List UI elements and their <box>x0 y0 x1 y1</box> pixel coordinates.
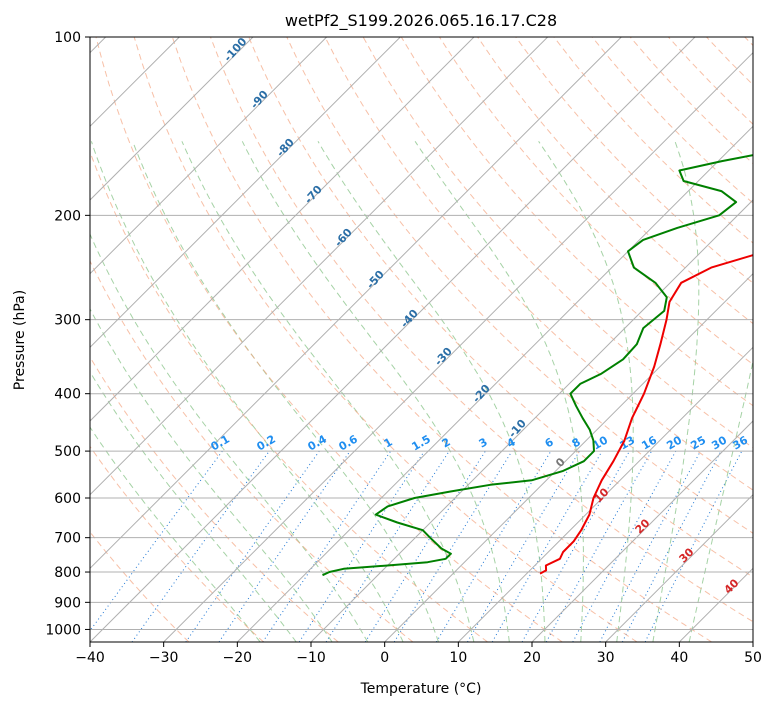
isotherm-line <box>90 37 254 201</box>
x-tick-label: −30 <box>149 650 179 666</box>
y-tick-label: 200 <box>54 208 81 224</box>
temperature-profile-line <box>539 254 753 575</box>
isotherm-line <box>163 51 753 642</box>
plot-area: 0.1 0.2 0.4 0.6 1 1.5 2 3 4 6 8 10 13 16 20 25 30 36-100-… <box>90 37 753 642</box>
mixing-ratio-lines <box>90 450 743 642</box>
y-tick-label: 900 <box>54 595 81 611</box>
dry-adiabat <box>210 37 753 623</box>
isotherm-line <box>90 37 696 642</box>
mixing-ratio-line <box>572 450 677 642</box>
x-tick-label: −40 <box>75 650 105 666</box>
y-tick-label: 500 <box>54 444 81 460</box>
x-tick-label: 0 <box>380 650 389 666</box>
chart-title: wetPf2_S199.2026.065.16.17.C28 <box>285 11 557 31</box>
y-tick-label: 1000 <box>45 622 81 638</box>
y-axis: 100 200 300 400 500 600 700 800 900 1000 <box>45 30 90 638</box>
dry-adiabat <box>324 37 753 491</box>
x-tick-label: 30 <box>597 650 615 666</box>
y-tick-label: 800 <box>54 565 81 581</box>
mixing-ratio-line <box>545 450 653 642</box>
x-axis: −40 −30 −20 −10 0 10 20 30 40 50 <box>75 642 762 666</box>
y-tick-label: 300 <box>54 313 81 329</box>
dry-adiabat <box>90 356 339 642</box>
dry-adiabats <box>90 37 753 642</box>
y-tick-label: 700 <box>54 531 81 547</box>
dry-adiabat <box>133 37 638 642</box>
plot-frame <box>89 36 754 643</box>
isotherm-line <box>310 199 753 642</box>
isotherm-line <box>90 37 622 570</box>
isotherm-line <box>90 37 549 496</box>
y-axis-label: Pressure (hPa) <box>12 290 28 390</box>
x-tick-label: 20 <box>523 650 541 666</box>
isotherm-line <box>90 37 328 275</box>
isotherm-line <box>457 346 753 642</box>
y-tick-label: 100 <box>54 30 81 46</box>
isotherm-gridlines <box>90 37 753 642</box>
mixing-ratio-line <box>325 450 450 642</box>
mixing-ratio-line <box>262 450 392 642</box>
dry-adiabat <box>90 445 264 642</box>
dry-adiabat <box>171 37 712 642</box>
dry-adiabat <box>286 37 753 534</box>
mixing-ratio-line <box>185 450 320 642</box>
isotherm-line <box>90 37 475 422</box>
isotherm-line <box>605 493 753 642</box>
dry-adiabat <box>515 37 753 284</box>
x-tick-label: 50 <box>744 650 762 666</box>
y-tick-label: 400 <box>54 387 81 403</box>
dewpoint-profile-line <box>322 154 753 577</box>
mixing-ratio-line <box>90 450 223 632</box>
x-tick-label: −10 <box>296 650 326 666</box>
isotherm-line <box>90 37 401 349</box>
mixing-ratio-line <box>131 450 270 642</box>
x-tick-label: 10 <box>449 650 467 666</box>
dry-adiabat <box>95 37 563 642</box>
dry-adiabat <box>248 37 753 578</box>
isotherm-line <box>236 125 753 642</box>
x-tick-label: −20 <box>223 650 253 666</box>
x-tick-label: 40 <box>670 650 688 666</box>
x-axis-label: Temperature (°C) <box>360 681 482 697</box>
isotherm-line <box>531 420 753 642</box>
dry-adiabat <box>90 259 414 642</box>
y-tick-label: 600 <box>54 491 81 507</box>
series-lines <box>322 154 753 577</box>
mixing-ratio-line <box>298 450 425 642</box>
isotherm-line <box>384 272 753 642</box>
mixing-ratio-line <box>218 450 351 642</box>
isobar-gridlines <box>90 37 753 630</box>
